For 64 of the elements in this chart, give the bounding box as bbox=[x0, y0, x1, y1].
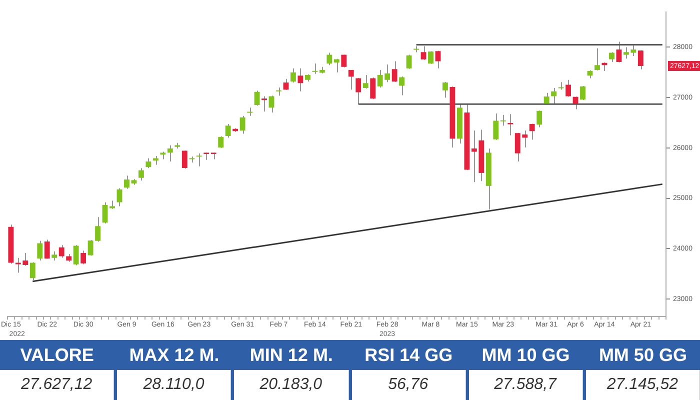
candlestick bbox=[551, 88, 557, 104]
candlestick bbox=[580, 86, 586, 101]
candlestick bbox=[616, 41, 622, 63]
candlestick bbox=[240, 115, 246, 134]
candlestick bbox=[196, 152, 202, 167]
text: 56,76 bbox=[388, 376, 428, 393]
candlestick bbox=[500, 114, 506, 126]
candlestick bbox=[52, 250, 58, 261]
candlestick bbox=[37, 240, 43, 261]
candlestick bbox=[362, 74, 368, 90]
candlestick bbox=[44, 239, 50, 260]
candlestick bbox=[334, 58, 340, 73]
candlestick bbox=[536, 110, 542, 128]
category-label: MAX 12 M. bbox=[117, 340, 232, 370]
candlestick bbox=[80, 250, 86, 265]
candlestick bbox=[406, 54, 412, 70]
candlestick bbox=[594, 48, 600, 71]
text: 27.145,52 bbox=[606, 376, 678, 393]
candlestick bbox=[30, 262, 36, 281]
category-label: RSI 14 GG bbox=[352, 340, 466, 370]
candlestick bbox=[298, 68, 304, 92]
candlestick bbox=[428, 50, 434, 64]
candlestick bbox=[529, 123, 535, 140]
candlestick bbox=[268, 95, 274, 113]
candlestick bbox=[638, 50, 644, 70]
candlestick bbox=[116, 188, 122, 207]
candlestick bbox=[493, 112, 499, 140]
candlestick bbox=[167, 144, 173, 162]
candlestick bbox=[356, 77, 362, 105]
candlestick bbox=[102, 202, 108, 224]
text: 28.110,0 bbox=[143, 376, 204, 393]
candlestick bbox=[399, 76, 405, 96]
candlestick bbox=[414, 46, 419, 53]
candlestick bbox=[326, 52, 332, 66]
candlestick bbox=[290, 68, 296, 83]
candlestick bbox=[348, 70, 354, 90]
candlestick bbox=[370, 76, 376, 100]
category-label: MM 50 GG bbox=[586, 340, 700, 370]
candlestick bbox=[312, 63, 318, 74]
category-label: MIN 12 M. bbox=[234, 340, 349, 370]
candlestick bbox=[566, 79, 571, 98]
candlestick bbox=[124, 175, 130, 190]
candlestick bbox=[392, 60, 398, 82]
candlestick bbox=[225, 123, 231, 138]
candlestick bbox=[218, 136, 224, 148]
candlestick bbox=[341, 54, 347, 68]
candlestick bbox=[138, 168, 144, 182]
candlestick bbox=[262, 96, 267, 112]
candlestick bbox=[442, 81, 448, 98]
candlestick bbox=[508, 114, 514, 136]
candlestick bbox=[435, 50, 441, 69]
category-label: MM 10 GG bbox=[468, 340, 583, 370]
candlestick bbox=[420, 46, 426, 60]
text: 27.627,12 bbox=[20, 376, 92, 393]
candlestick bbox=[73, 244, 79, 266]
candlestick bbox=[254, 90, 260, 106]
candlestick bbox=[182, 150, 188, 170]
candlestick bbox=[283, 78, 289, 91]
candlestick bbox=[247, 107, 253, 116]
candlestick bbox=[146, 158, 152, 169]
text: 20.183,0 bbox=[260, 376, 322, 393]
candlestick bbox=[58, 244, 64, 258]
category-label: VALORE bbox=[0, 340, 114, 370]
text: 27.588,7 bbox=[494, 376, 556, 393]
